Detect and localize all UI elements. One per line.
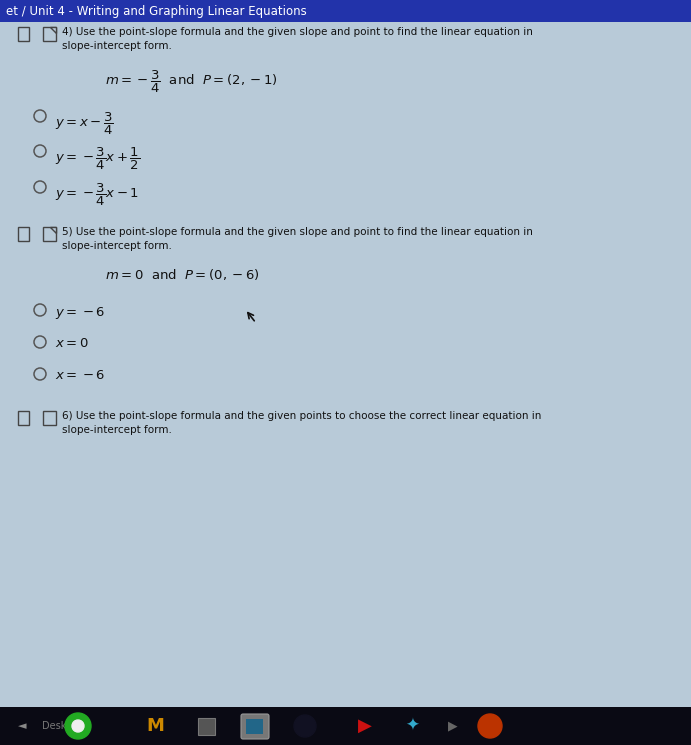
Text: M: M bbox=[146, 717, 164, 735]
Text: Desk 1: Desk 1 bbox=[42, 721, 75, 731]
FancyBboxPatch shape bbox=[0, 0, 691, 22]
Polygon shape bbox=[50, 227, 56, 233]
Circle shape bbox=[72, 720, 84, 732]
Text: $y = -6$: $y = -6$ bbox=[55, 305, 105, 321]
FancyBboxPatch shape bbox=[246, 719, 263, 734]
Text: $x = 0$: $x = 0$ bbox=[55, 337, 89, 350]
Text: et / Unit 4 - Writing and Graphing Linear Equations: et / Unit 4 - Writing and Graphing Linea… bbox=[6, 4, 307, 17]
Text: ▶: ▶ bbox=[358, 717, 372, 735]
Text: $y = x - \dfrac{3}{4}$: $y = x - \dfrac{3}{4}$ bbox=[55, 111, 114, 137]
Circle shape bbox=[65, 713, 91, 739]
FancyBboxPatch shape bbox=[241, 714, 269, 739]
FancyBboxPatch shape bbox=[198, 718, 215, 735]
Text: $y = -\dfrac{3}{4}x - 1$: $y = -\dfrac{3}{4}x - 1$ bbox=[55, 182, 139, 208]
Text: 6) Use the point-slope formula and the given points to choose the correct linear: 6) Use the point-slope formula and the g… bbox=[62, 411, 541, 435]
Text: ▶: ▶ bbox=[448, 720, 458, 732]
FancyBboxPatch shape bbox=[0, 707, 691, 745]
Text: ◄: ◄ bbox=[18, 721, 26, 731]
Text: 5) Use the point-slope formula and the given slope and point to find the linear : 5) Use the point-slope formula and the g… bbox=[62, 227, 533, 251]
Text: $m = -\dfrac{3}{4}$  and  $P = (2,-1)$: $m = -\dfrac{3}{4}$ and $P = (2,-1)$ bbox=[105, 69, 278, 95]
Text: ✦: ✦ bbox=[405, 717, 419, 735]
Text: $x = -6$: $x = -6$ bbox=[55, 369, 105, 382]
Text: $y = -\dfrac{3}{4}x + \dfrac{1}{2}$: $y = -\dfrac{3}{4}x + \dfrac{1}{2}$ bbox=[55, 146, 140, 172]
Text: 4) Use the point-slope formula and the given slope and point to find the linear : 4) Use the point-slope formula and the g… bbox=[62, 27, 533, 51]
Text: $m = 0$  and  $P = (0,-6)$: $m = 0$ and $P = (0,-6)$ bbox=[105, 267, 260, 282]
Circle shape bbox=[294, 715, 316, 737]
Circle shape bbox=[478, 714, 502, 738]
Polygon shape bbox=[50, 27, 56, 33]
